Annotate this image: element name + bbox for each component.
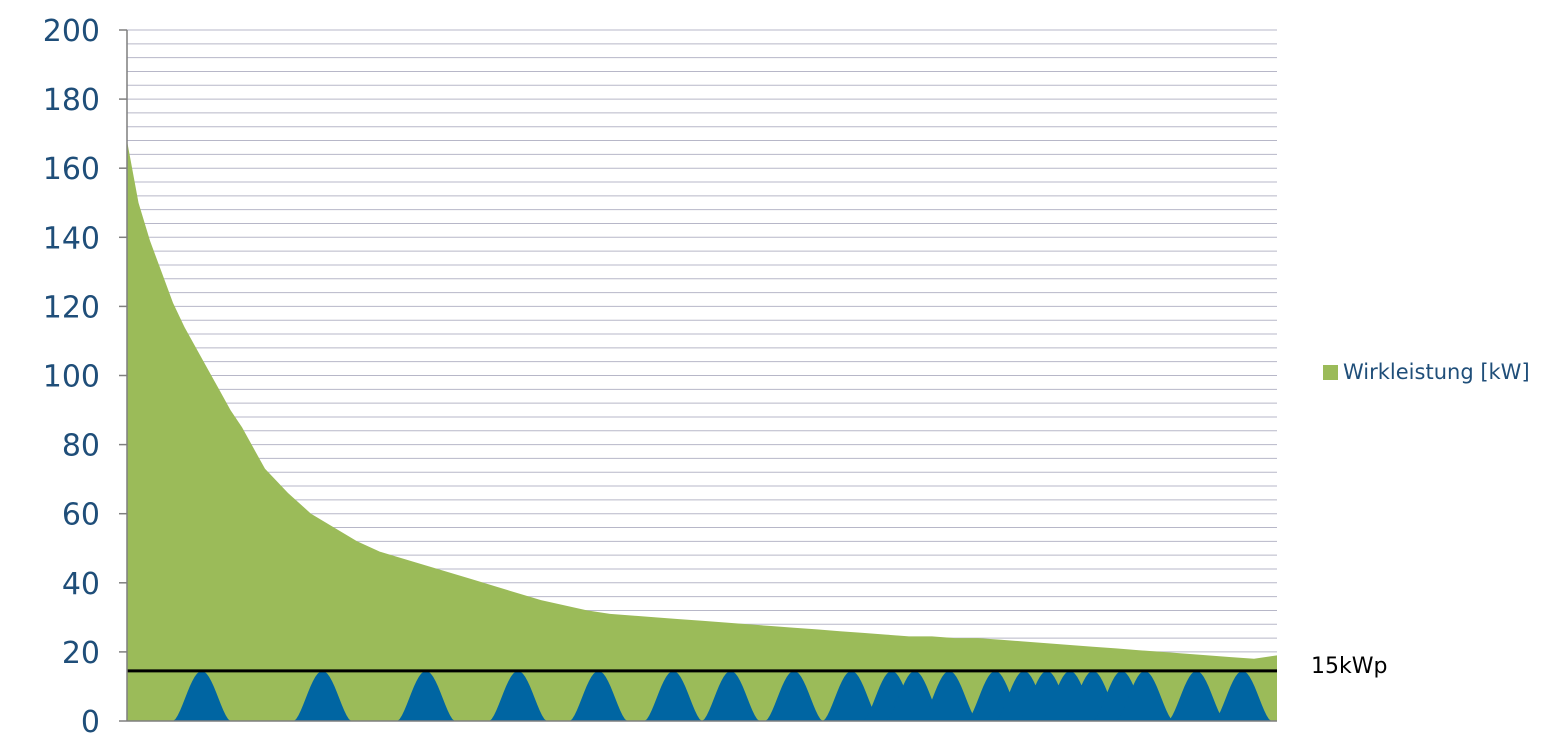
pv-profile xyxy=(644,670,702,721)
y-tick-label: 40 xyxy=(62,567,100,602)
y-tick-label: 180 xyxy=(43,83,100,118)
reference-line-label: 15kWp xyxy=(1311,654,1388,679)
pv-profile xyxy=(397,670,455,721)
legend-label: Wirkleistung [kW] xyxy=(1343,360,1530,384)
y-tick-label: 80 xyxy=(62,429,100,464)
series-area-wirkleistung xyxy=(127,140,1277,722)
legend: Wirkleistung [kW] xyxy=(1323,360,1530,384)
y-tick-label: 60 xyxy=(62,498,100,533)
y-tick-label: 160 xyxy=(43,152,100,187)
y-tick-label: 0 xyxy=(81,705,100,736)
pv-profile xyxy=(920,670,978,721)
pv-profile xyxy=(702,670,760,721)
pv-profile xyxy=(1213,670,1272,721)
y-axis-ticks: 0 20 40 60 80 100 120 140 160 180 200 xyxy=(43,14,127,736)
pv-profile xyxy=(569,670,628,721)
pv-profiles xyxy=(173,670,1272,721)
legend-swatch xyxy=(1323,364,1338,380)
y-tick-label: 200 xyxy=(43,14,100,49)
y-tick-label: 100 xyxy=(43,360,100,395)
pv-profile xyxy=(822,670,881,721)
pv-profile xyxy=(765,670,823,721)
y-tick-label: 140 xyxy=(43,221,100,256)
pv-profile xyxy=(1116,670,1174,721)
pv-profile xyxy=(489,670,547,721)
pv-profile xyxy=(293,670,352,721)
y-tick-label: 120 xyxy=(43,290,100,325)
pv-profile xyxy=(1167,670,1226,721)
y-tick-label: 20 xyxy=(62,636,100,671)
pv-profile xyxy=(173,670,231,721)
